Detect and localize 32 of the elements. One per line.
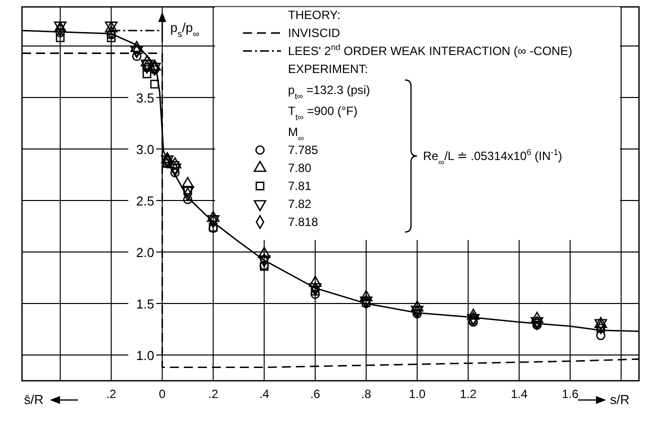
text: s̄/R <box>24 392 44 407</box>
y-tick-label: 2.5 <box>136 194 154 209</box>
legend-label: 7.82 <box>288 197 312 211</box>
annotation: Re$_{∞}$/L ≐ .05314x10$^{6}$ (IN$^{-1}$) <box>423 147 562 167</box>
annotation: p$_{t∞}$ =132.3 (psi) <box>288 83 370 101</box>
x-tick-label: 0 <box>158 386 166 401</box>
y-tick-label: 1.0 <box>136 348 154 364</box>
annotation: M$_{∞}$ <box>288 125 304 143</box>
annotation: T$_{t∞}$ =900 (°F) <box>288 104 358 122</box>
annotation: EXPERIMENT: <box>288 62 368 76</box>
y-tick-label: 3.5 <box>136 90 154 106</box>
x-tick-label: .8 <box>361 386 372 401</box>
y-tick-label: 1.5 <box>136 296 154 312</box>
x-tick-label: 1.4 <box>510 386 528 401</box>
x-tick-label: 1.0 <box>408 386 426 401</box>
x-tick-label: .4 <box>259 386 270 401</box>
legend-label: 7.818 <box>288 215 318 229</box>
legend-label: INVISCID <box>288 26 340 40</box>
legend-label: LEES' 2$^{nd}$ ORDER WEAK INTERACTION (∞ -CONE) <box>288 42 572 58</box>
y-tick-label: 3.0 <box>136 142 154 158</box>
x-tick-label: .2 <box>208 386 219 401</box>
y-axis-title: p$_{s}$/p$_{∞}$ <box>170 20 200 39</box>
legend-label: 7.81 <box>288 179 312 193</box>
x-tick-label: 1.6 <box>562 386 579 401</box>
y-tick-label: 2.0 <box>136 245 154 260</box>
x-tick-label: .2 <box>106 386 117 401</box>
x-axis-title: s/R <box>610 392 630 407</box>
legend-label: 7.785 <box>288 143 318 157</box>
x-tick-label: .6 <box>310 386 321 401</box>
legend-label: 7.80 <box>288 161 312 175</box>
x-tick-label: 1.2 <box>460 386 477 401</box>
legend-title: THEORY: <box>288 8 340 22</box>
